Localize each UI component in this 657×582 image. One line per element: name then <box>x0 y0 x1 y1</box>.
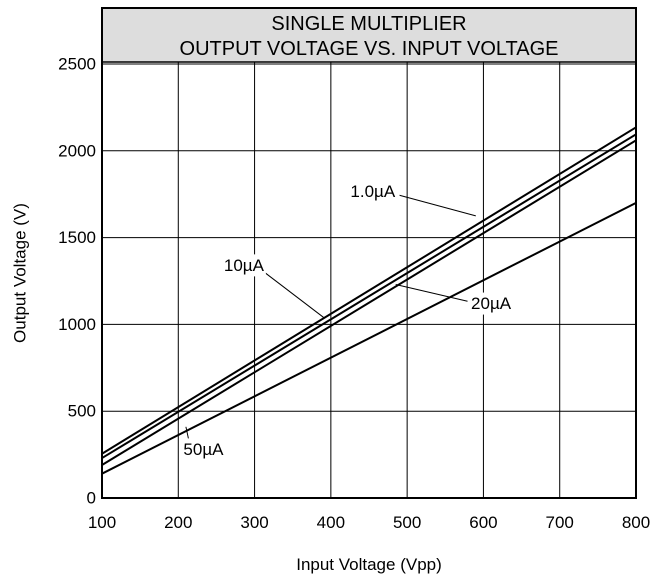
x-tick-label-200: 200 <box>164 513 192 532</box>
series-line-3 <box>101 201 637 475</box>
series-label-bg-2 <box>469 292 514 315</box>
x-tick-label-800: 800 <box>622 513 650 532</box>
x-axis-title: Input Voltage (Vpp) <box>296 555 442 574</box>
annotation-layer: 1.0µA 10µA 20µA 50µA <box>181 180 514 461</box>
series-label-1: 10µA <box>224 256 265 275</box>
series-layer <box>101 126 637 475</box>
y-tick-label-0: 0 <box>87 489 96 508</box>
x-tick-label-100: 100 <box>88 513 116 532</box>
series-leader-1 <box>263 271 326 319</box>
title-panel: SINGLE MULTIPLIER OUTPUT VOLTAGE VS. INP… <box>101 7 637 63</box>
series-label-0: 1.0µA <box>350 182 395 201</box>
series-label-bg-1 <box>221 254 266 277</box>
y-axis-title: Output Voltage (V) <box>11 203 30 343</box>
x-tick-label-600: 600 <box>469 513 497 532</box>
y-tick-label-2000: 2000 <box>58 141 96 160</box>
series-line-0 <box>101 126 637 455</box>
y-tick-label-2500: 2500 <box>58 55 96 74</box>
series-label-3: 50µA <box>183 440 224 459</box>
series-line-2 <box>101 139 637 466</box>
tick-labels: 100 200 300 400 500 600 700 800 0 500 1000 1500 2000… <box>58 55 650 533</box>
series-leader-2 <box>395 283 468 302</box>
series-leader-0 <box>396 193 476 217</box>
series-line-1 <box>101 133 637 459</box>
plot-frame <box>101 7 637 499</box>
x-tick-label-500: 500 <box>393 513 421 532</box>
chart-title-line-2: OUTPUT VOLTAGE VS. INPUT VOLTAGE <box>180 38 559 60</box>
series-label-2: 20µA <box>471 294 512 313</box>
y-tick-label-500: 500 <box>68 402 96 421</box>
x-tick-label-400: 400 <box>317 513 345 532</box>
series-leader-3 <box>185 426 190 441</box>
series-label-bg-3 <box>181 438 226 461</box>
chart-title-line-1: SINGLE MULTIPLIER <box>271 13 466 35</box>
y-tick-label-1000: 1000 <box>58 315 96 334</box>
y-tick-label-1500: 1500 <box>58 228 96 247</box>
series-label-bg-0 <box>346 180 400 203</box>
x-tick-label-700: 700 <box>546 513 574 532</box>
title-background <box>101 7 637 63</box>
x-tick-label-300: 300 <box>240 513 268 532</box>
